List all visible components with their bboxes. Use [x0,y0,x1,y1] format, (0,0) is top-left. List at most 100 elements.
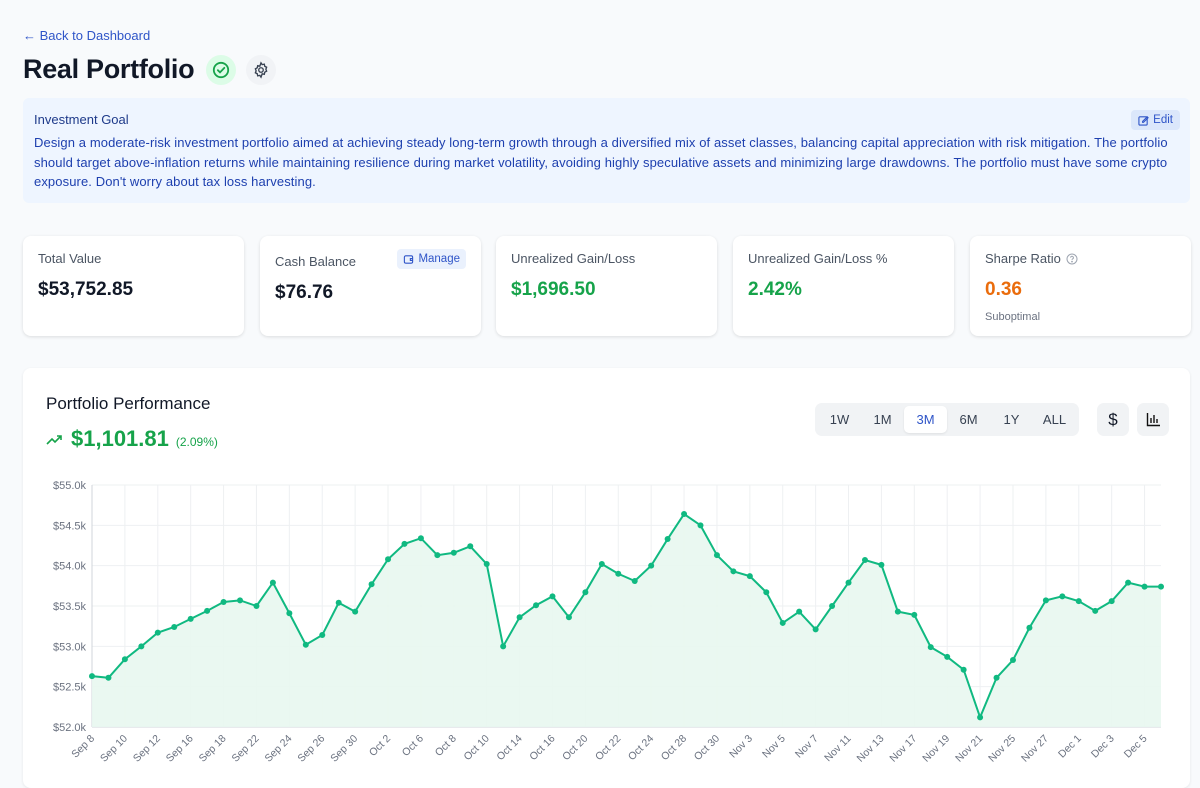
range-selector: 1W 1M 3M 6M 1Y ALL [815,403,1079,436]
back-to-dashboard-link[interactable]: ← Back to Dashboard [23,28,151,43]
stat-card-total-value: Total Value $53,752.85 [23,236,244,336]
performance-title: Portfolio Performance [46,394,211,413]
data-point [401,540,408,547]
series-line [91,512,1161,721]
data-point [1158,583,1164,590]
stat-label: Total Value [38,251,102,266]
data-point [1108,598,1115,605]
stat-note: Suboptimal [985,311,1041,323]
data-point [598,561,605,568]
data-point [911,611,918,618]
stat-label: Unrealized Gain/Loss [511,251,636,266]
data-point [237,597,244,604]
data-point [829,603,836,609]
y-tick-label: $55.0k [53,480,87,492]
data-point [1026,624,1033,631]
range-all[interactable]: ALL [1042,412,1067,427]
x-tick-label: Oct 10 [461,733,491,763]
data-point [204,607,211,614]
data-point [549,593,556,600]
data-point [648,562,655,569]
x-tick-label: Nov 17 [887,733,919,765]
stat-card-sharpe-ratio: Sharpe Ratio 0.36 Suboptimal [970,236,1191,336]
y-tick-label: $52.0k [53,722,87,734]
range-1m[interactable]: 1M [873,412,892,427]
x-tick-label: Oct 8 [433,733,459,759]
manage-cash-button[interactable]: Manage [397,249,466,269]
y-tick-label: $53.5k [53,601,87,613]
goal-heading: Investment Goal [34,112,129,127]
wallet-icon [404,254,414,264]
y-tick-label: $54.0k [53,561,87,573]
x-tick-label: Sep 10 [98,733,130,765]
data-point [730,568,737,575]
dollar-view-button[interactable]: $ [1097,403,1129,436]
x-tick-label: Oct 6 [400,733,426,759]
goal-text: Design a moderate-risk investment portfo… [34,135,1168,189]
x-tick-label: Nov 13 [855,733,887,765]
x-tick-label: Nov 19 [920,733,952,765]
data-point [105,674,112,681]
data-point [615,570,622,577]
x-tick-label: Nov 27 [1019,733,1051,765]
data-point [779,619,786,626]
gear-icon[interactable] [246,54,277,85]
data-point [417,535,424,542]
data-point [533,602,540,609]
x-tick-label: Oct 22 [593,733,623,763]
data-point [220,598,227,605]
x-tick-label: Nov 3 [727,733,755,761]
bar-chart-view-button[interactable] [1137,403,1169,436]
change-value: $1,101.81 [71,426,169,451]
x-tick-label: Nov 25 [986,733,1018,765]
data-point [89,673,95,680]
data-point [631,577,638,584]
data-point [697,522,704,529]
data-point [467,543,474,550]
data-point [368,581,375,588]
x-tick-label: Sep 24 [262,733,294,765]
data-point [1092,607,1099,614]
x-tick-label: Dec 1 [1056,733,1084,761]
x-tick-label: Sep 12 [131,733,163,765]
stat-label: Unrealized Gain/Loss % [748,251,888,266]
stat-card-cash-balance: Cash Balance $76.76 Manage [260,236,481,336]
x-tick-label: Oct 20 [560,733,590,763]
change-percent: (2.09%) [175,435,218,449]
data-point [664,536,671,543]
range-6m[interactable]: 6M [959,412,978,427]
data-point [434,552,441,559]
data-point [796,608,803,615]
edit-label: Edit [1153,114,1173,126]
range-1w[interactable]: 1W [829,412,850,427]
data-point [302,641,309,648]
x-tick-label: Dec 3 [1089,733,1117,761]
data-point [944,653,951,660]
stat-value: 2.42% [748,279,802,300]
edit-goal-button[interactable]: Edit [1131,110,1180,130]
data-point [286,610,293,617]
data-point [977,714,984,721]
data-point [516,614,523,621]
x-tick-label: Oct 2 [367,733,393,759]
y-tick-label: $52.5k [53,682,87,694]
x-tick-label: Sep 22 [230,733,262,765]
data-point [500,643,507,650]
data-point [138,643,145,650]
help-icon[interactable] [1066,253,1078,265]
data-point [861,557,868,564]
stat-label-row: Sharpe Ratio [985,251,1176,266]
x-tick-label: Dec 5 [1122,733,1150,761]
data-point [385,556,392,563]
data-point [812,626,819,633]
x-tick-label: Nov 21 [953,733,985,765]
data-point [253,603,260,609]
data-point [1042,597,1049,604]
edit-icon [1138,115,1150,126]
stat-card-unrealized-gain-pct: Unrealized Gain/Loss % 2.42% [733,236,954,336]
data-point [154,629,161,636]
range-1y[interactable]: 1Y [1003,412,1020,427]
range-3m[interactable]: 3M [904,406,947,433]
y-tick-label: $53.0k [53,641,87,653]
data-point [1141,583,1148,590]
